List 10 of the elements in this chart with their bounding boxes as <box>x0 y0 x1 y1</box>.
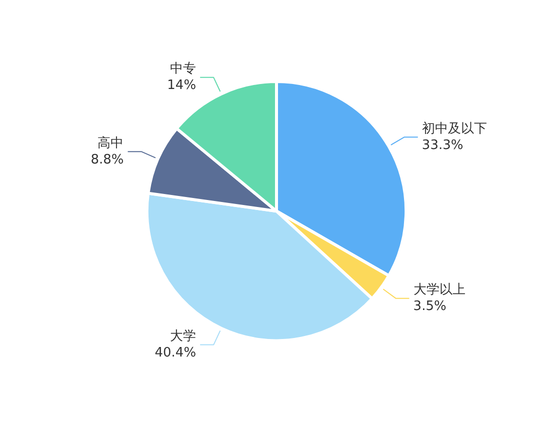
slice-label: 大学以上 <box>413 282 466 298</box>
slice-label: 高中 <box>98 134 124 151</box>
data-label: 33.3% <box>422 138 464 153</box>
data-label: 3.5% <box>413 299 446 314</box>
data-label: 40.4% <box>154 346 196 361</box>
slice-label: 初中及以下 <box>422 121 487 136</box>
data-label: 14% <box>167 78 196 94</box>
data-label: 8.8% <box>90 152 124 168</box>
slice-label: 中专 <box>170 62 196 77</box>
slice-label: 大学 <box>170 329 196 344</box>
